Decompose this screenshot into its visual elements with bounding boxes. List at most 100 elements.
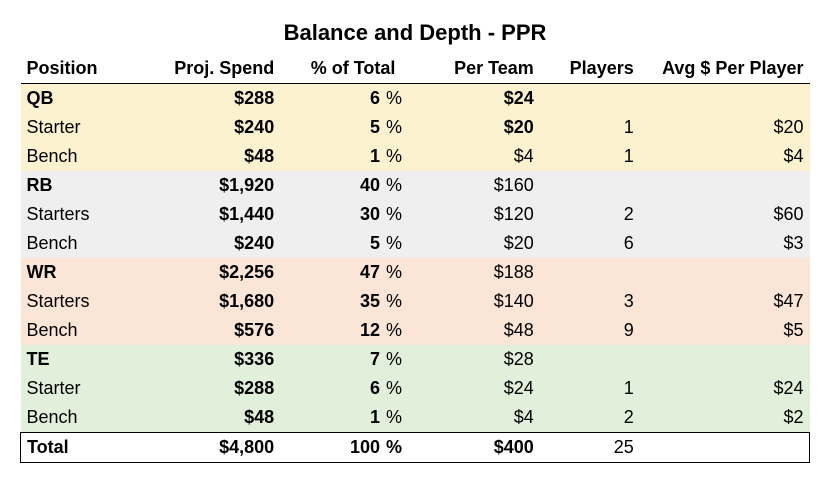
position-row: Bench$481%$42$2: [21, 403, 810, 433]
cell-per-team: $400: [420, 433, 540, 463]
position-row: Bench$57612%$489$5: [21, 316, 810, 345]
page-title: Balance and Depth - PPR: [20, 20, 810, 46]
cell-per-team: $188: [420, 258, 540, 287]
cell-position: Bench: [21, 403, 151, 433]
position-group-header: RB$1,92040%$160: [21, 171, 810, 200]
cell-pct-num: 100: [280, 433, 380, 463]
cell-pct-sym: %: [380, 113, 420, 142]
position-group-header: WR$2,25647%$188: [21, 258, 810, 287]
cell-pct-num: 35: [280, 287, 380, 316]
cell-players: 6: [540, 229, 640, 258]
cell-per-team: $140: [420, 287, 540, 316]
position-row: Starters$1,68035%$1403$47: [21, 287, 810, 316]
cell-proj-spend: $1,680: [150, 287, 280, 316]
cell-position: TE: [21, 345, 151, 374]
cell-avg-per-player: $20: [640, 113, 810, 142]
cell-proj-spend: $48: [150, 403, 280, 433]
cell-players: 2: [540, 200, 640, 229]
cell-position: Starter: [21, 113, 151, 142]
cell-position: RB: [21, 171, 151, 200]
cell-proj-spend: $240: [150, 113, 280, 142]
position-row: Bench$2405%$206$3: [21, 229, 810, 258]
position-row: Starter$2886%$241$24: [21, 374, 810, 403]
position-row: Bench$481%$41$4: [21, 142, 810, 171]
cell-pct-sym: %: [380, 200, 420, 229]
col-players: Players: [540, 54, 640, 84]
table-header-row: Position Proj. Spend % of Total Per Team…: [21, 54, 810, 84]
balance-depth-table: Position Proj. Spend % of Total Per Team…: [20, 54, 810, 463]
position-group-header: QB$2886%$24: [21, 84, 810, 114]
cell-avg-per-player: $47: [640, 287, 810, 316]
cell-players: 25: [540, 433, 640, 463]
cell-avg-per-player: [640, 84, 810, 114]
cell-players: [540, 258, 640, 287]
cell-position: QB: [21, 84, 151, 114]
cell-pct-sym: %: [380, 142, 420, 171]
cell-position: Bench: [21, 142, 151, 171]
cell-players: 1: [540, 374, 640, 403]
cell-pct-num: 5: [280, 229, 380, 258]
cell-pct-sym: %: [380, 316, 420, 345]
cell-players: 1: [540, 142, 640, 171]
total-row: Total$4,800100%$40025: [21, 433, 810, 463]
cell-pct-num: 7: [280, 345, 380, 374]
cell-proj-spend: $1,920: [150, 171, 280, 200]
cell-per-team: $24: [420, 374, 540, 403]
cell-avg-per-player: [640, 345, 810, 374]
cell-avg-per-player: $60: [640, 200, 810, 229]
cell-pct-num: 47: [280, 258, 380, 287]
cell-position: Starter: [21, 374, 151, 403]
cell-per-team: $28: [420, 345, 540, 374]
cell-per-team: $20: [420, 229, 540, 258]
cell-per-team: $120: [420, 200, 540, 229]
col-proj-spend: Proj. Spend: [150, 54, 280, 84]
cell-avg-per-player: [640, 258, 810, 287]
cell-proj-spend: $4,800: [150, 433, 280, 463]
cell-avg-per-player: [640, 171, 810, 200]
cell-pct-sym: %: [380, 433, 420, 463]
cell-position: WR: [21, 258, 151, 287]
cell-proj-spend: $576: [150, 316, 280, 345]
cell-position: Starters: [21, 200, 151, 229]
cell-pct-sym: %: [380, 258, 420, 287]
cell-per-team: $160: [420, 171, 540, 200]
cell-pct-num: 12: [280, 316, 380, 345]
cell-per-team: $20: [420, 113, 540, 142]
cell-per-team: $48: [420, 316, 540, 345]
cell-avg-per-player: $3: [640, 229, 810, 258]
cell-pct-sym: %: [380, 171, 420, 200]
position-group-header: TE$3367%$28: [21, 345, 810, 374]
cell-pct-num: 1: [280, 403, 380, 433]
cell-avg-per-player: $2: [640, 403, 810, 433]
cell-pct-num: 5: [280, 113, 380, 142]
cell-avg-per-player: $24: [640, 374, 810, 403]
cell-players: [540, 345, 640, 374]
cell-avg-per-player: [640, 433, 810, 463]
cell-pct-sym: %: [380, 374, 420, 403]
cell-pct-num: 6: [280, 374, 380, 403]
position-row: Starter$2405%$201$20: [21, 113, 810, 142]
cell-proj-spend: $288: [150, 84, 280, 114]
cell-players: 3: [540, 287, 640, 316]
cell-proj-spend: $240: [150, 229, 280, 258]
cell-avg-per-player: $5: [640, 316, 810, 345]
position-row: Starters$1,44030%$1202$60: [21, 200, 810, 229]
cell-position: Total: [21, 433, 151, 463]
cell-proj-spend: $2,256: [150, 258, 280, 287]
cell-players: 2: [540, 403, 640, 433]
cell-pct-num: 40: [280, 171, 380, 200]
cell-position: Starters: [21, 287, 151, 316]
cell-players: 1: [540, 113, 640, 142]
cell-proj-spend: $1,440: [150, 200, 280, 229]
cell-position: Bench: [21, 316, 151, 345]
cell-pct-sym: %: [380, 287, 420, 316]
cell-position: Bench: [21, 229, 151, 258]
cell-per-team: $4: [420, 142, 540, 171]
cell-pct-sym: %: [380, 403, 420, 433]
cell-proj-spend: $336: [150, 345, 280, 374]
cell-pct-num: 6: [280, 84, 380, 114]
cell-players: [540, 84, 640, 114]
cell-proj-spend: $288: [150, 374, 280, 403]
cell-pct-sym: %: [380, 345, 420, 374]
col-position: Position: [21, 54, 151, 84]
